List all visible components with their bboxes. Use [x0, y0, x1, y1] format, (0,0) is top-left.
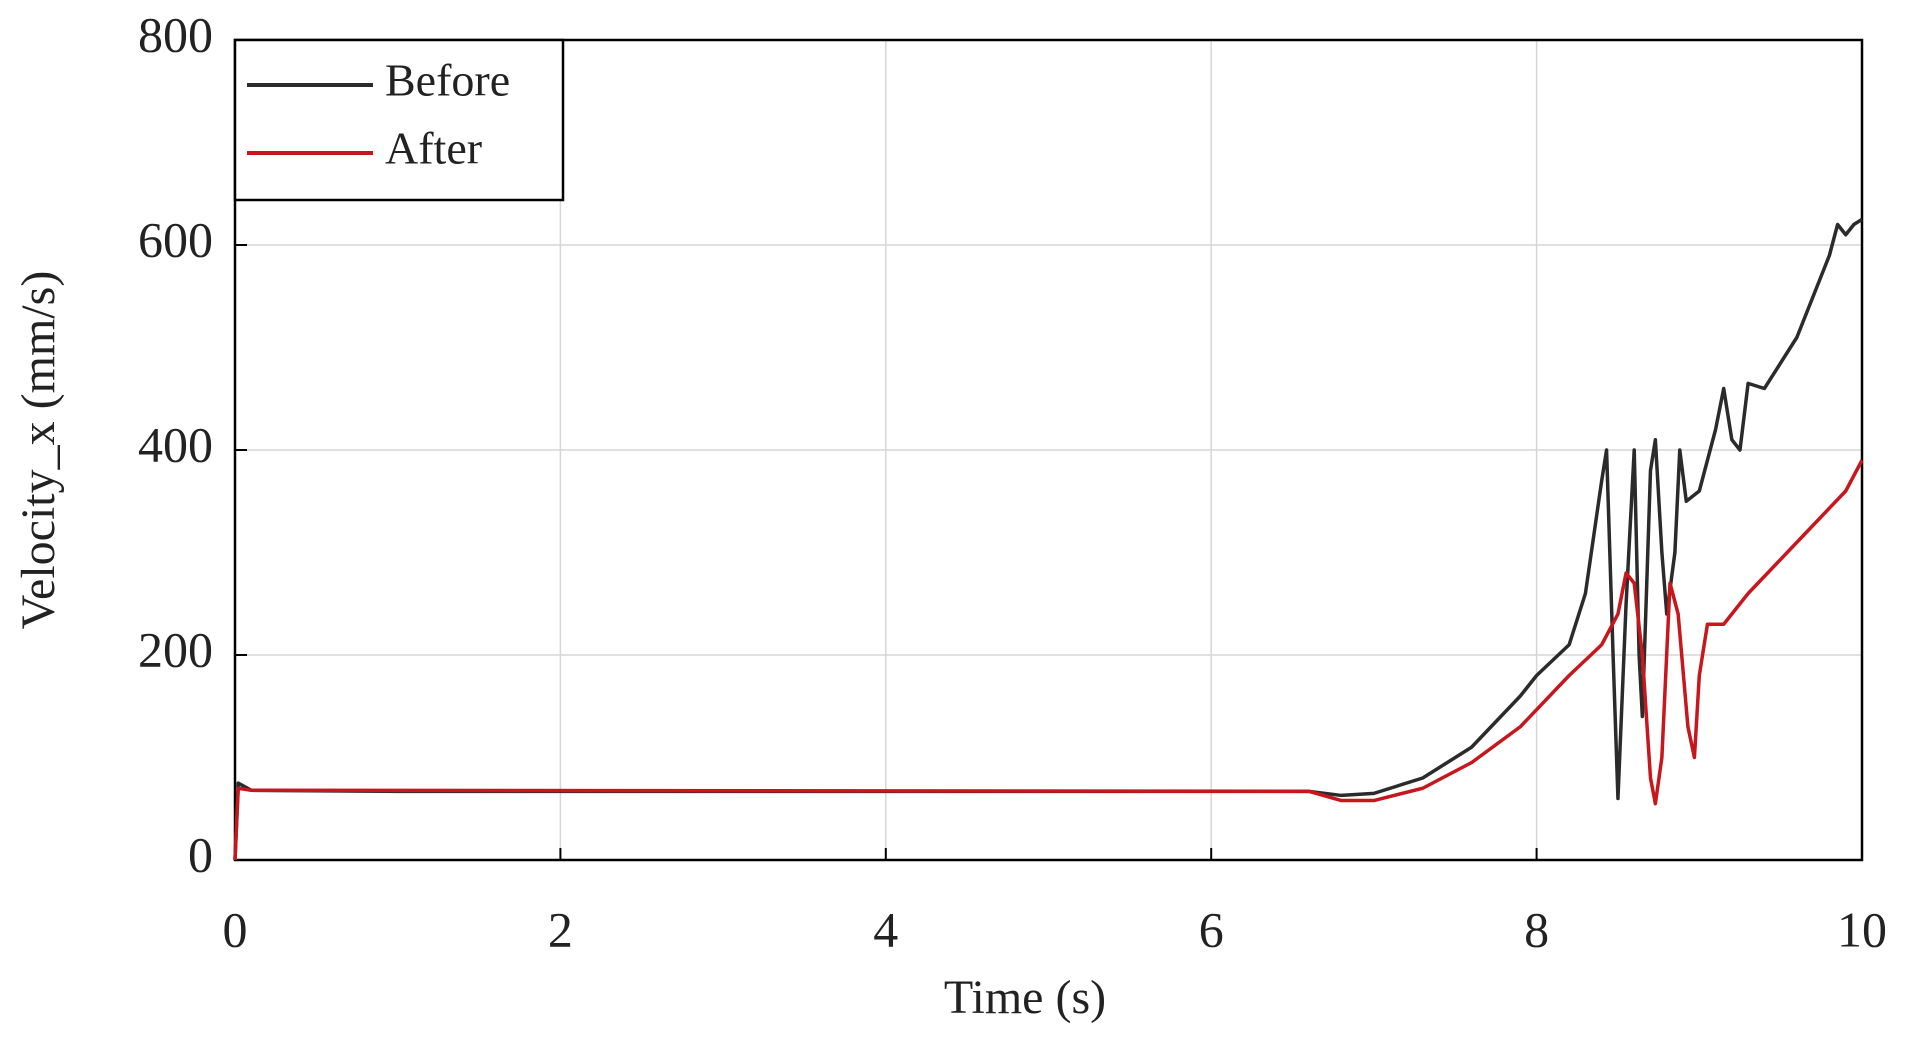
legend-box [233, 38, 565, 202]
y-tick-label: 200 [138, 621, 213, 677]
data-line [233, 459, 1864, 861]
x-tick-label: 6 [1199, 901, 1224, 957]
data-line [233, 217, 1863, 861]
legend-label: Before [385, 55, 510, 106]
legend-label: After [385, 123, 482, 174]
y-tick-label: 600 [138, 211, 213, 267]
x-axis-label: Time (s) [944, 971, 1106, 1024]
plot-frame [233, 38, 1864, 862]
y-axis-label: Velocity_x (mm/s) [12, 271, 65, 630]
x-tick-label: 0 [223, 901, 248, 957]
y-tick-label: 0 [188, 826, 213, 882]
y-tick-label: 800 [138, 6, 213, 62]
y-tick-label: 400 [138, 416, 213, 472]
x-tick-label: 4 [873, 901, 898, 957]
x-tick-label: 10 [1837, 901, 1887, 957]
x-tick-label: 2 [548, 901, 573, 957]
x-tick-label: 8 [1524, 901, 1549, 957]
